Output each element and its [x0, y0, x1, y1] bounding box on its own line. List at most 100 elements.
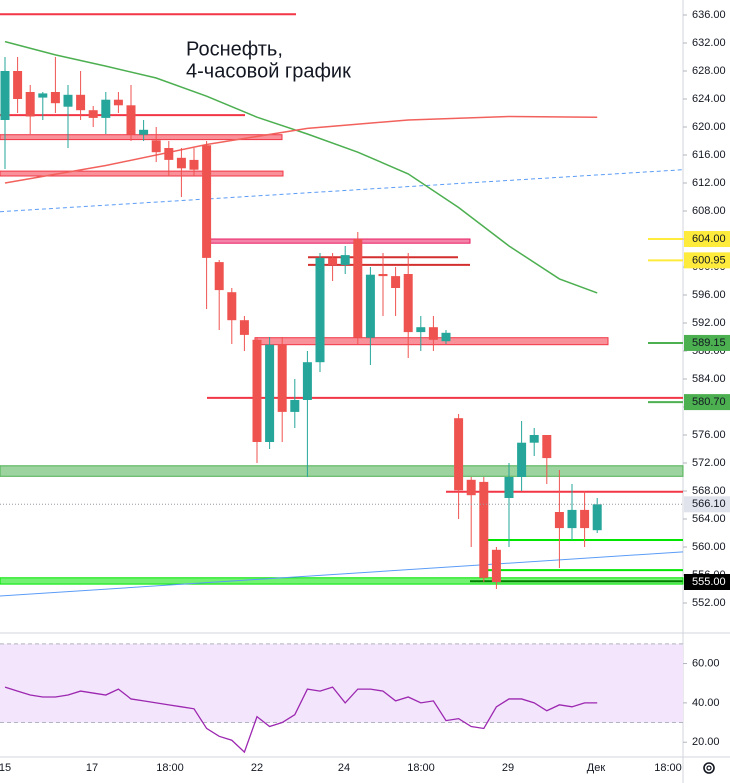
candle-body	[378, 274, 388, 277]
moving-average	[4, 115, 598, 184]
y-tick-label: 624.00	[692, 93, 726, 105]
price-marker	[684, 231, 730, 247]
candle-body	[25, 92, 35, 117]
level-band	[206, 238, 471, 244]
price-marker	[684, 252, 730, 269]
y-tick-label: 596.00	[692, 289, 726, 301]
candle-body	[239, 320, 249, 335]
candle-body	[554, 512, 564, 529]
x-tick-label: 17	[86, 762, 98, 774]
candle-body	[38, 93, 48, 98]
price-marker-label: 555.00	[692, 576, 726, 588]
rsi-tick-label: 20.00	[692, 736, 720, 748]
y-tick-label: 572.00	[692, 457, 726, 469]
y-tick-label: 632.00	[692, 37, 726, 49]
candle-body	[391, 276, 401, 288]
candle-body	[164, 148, 174, 160]
price-marker-label: 566.10	[692, 498, 726, 510]
moving-average	[4, 40, 598, 294]
trendline	[0, 169, 684, 213]
y-tick-label: 552.00	[692, 597, 726, 609]
price-marker	[684, 334, 730, 351]
candle-body	[63, 94, 73, 107]
rsi-tick-label: 60.00	[692, 657, 720, 669]
candle-body	[126, 105, 136, 135]
x-tick-label: 18:00	[654, 762, 682, 774]
candle-body	[504, 477, 514, 498]
x-tick-label: Дек	[587, 762, 606, 774]
candle-body	[365, 274, 375, 338]
candle-body	[13, 71, 23, 99]
rsi-tick-label: 40.00	[692, 697, 720, 709]
rsi-band	[0, 643, 683, 723]
candle-body	[353, 239, 363, 338]
candle-body	[88, 110, 98, 118]
level-band	[0, 170, 284, 177]
x-tick-label: 24	[338, 762, 350, 774]
candle-body	[315, 257, 325, 363]
candle-body	[302, 362, 312, 400]
y-tick-label: 612.00	[692, 177, 726, 189]
candle-body	[265, 344, 275, 442]
candle-body	[76, 94, 86, 111]
y-tick-label: 608.00	[692, 205, 726, 217]
y-tick-label: 620.00	[692, 121, 726, 133]
title-line: Роснефть,	[186, 38, 283, 60]
y-tick-label: 616.00	[692, 149, 726, 161]
candle-body	[50, 92, 60, 104]
price-marker-label: 604.00	[692, 233, 726, 245]
y-tick-label: 568.00	[692, 485, 726, 497]
candle-body	[517, 442, 527, 477]
x-tick-label: 29	[502, 762, 514, 774]
candle-body	[176, 157, 186, 169]
price-marker-label: 589.15	[692, 337, 726, 349]
level-band	[0, 577, 684, 585]
price-marker-label: 580.70	[692, 396, 726, 408]
y-tick-label: 592.00	[692, 317, 726, 329]
candle-body	[202, 145, 212, 258]
x-tick-label: 18:00	[156, 762, 184, 774]
y-tick-label: 564.00	[692, 513, 726, 525]
candle-body	[592, 504, 602, 531]
candle-body	[491, 549, 501, 582]
candle-body	[113, 99, 123, 106]
y-tick-label: 628.00	[692, 65, 726, 77]
candle-body	[328, 257, 338, 265]
price-marker	[684, 394, 730, 411]
candle-body	[542, 435, 552, 459]
y-tick-label: 576.00	[692, 429, 726, 441]
candle-body	[403, 274, 413, 333]
candle-body	[416, 327, 426, 333]
candle-body	[101, 99, 111, 118]
candle-body	[227, 292, 237, 321]
y-tick-label: 636.00	[692, 9, 726, 21]
candle-body	[580, 509, 590, 529]
price-marker	[684, 496, 730, 513]
candle-body	[529, 435, 539, 443]
rsi-pane	[0, 643, 683, 754]
candle-body	[454, 418, 464, 491]
candle-body	[151, 140, 161, 153]
x-tick-label: 15	[0, 762, 11, 774]
candle-body	[479, 481, 489, 578]
candle-body	[340, 255, 350, 265]
price-pane	[0, 13, 684, 597]
x-tick-label: 18:00	[407, 762, 435, 774]
candle-body	[0, 71, 10, 120]
settings-icon[interactable]	[703, 762, 715, 774]
title-line: 4-часовой график	[186, 60, 351, 82]
trendline	[0, 551, 684, 597]
candle-body	[290, 400, 300, 412]
y-tick-label: 584.00	[692, 373, 726, 385]
candle-body	[189, 159, 199, 170]
x-tick-label: 22	[251, 762, 263, 774]
candle-body	[466, 479, 476, 496]
candle-body	[214, 262, 224, 291]
price-marker	[684, 574, 730, 590]
y-tick-label: 560.00	[692, 541, 726, 553]
axes: 552.00556.00560.00564.00568.00572.00576.…	[0, 9, 730, 774]
candle-body	[428, 327, 438, 340]
rsi-line	[4, 686, 598, 754]
level-band	[0, 465, 684, 477]
